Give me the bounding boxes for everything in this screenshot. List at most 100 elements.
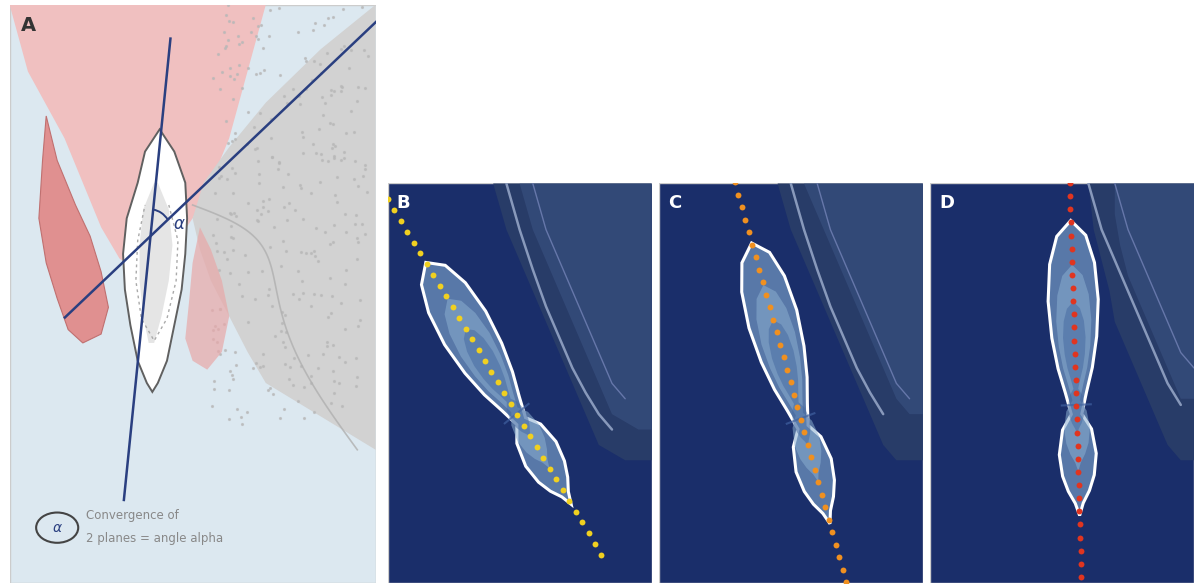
Point	[540, 464, 559, 473]
Point	[791, 415, 810, 425]
Point	[1072, 572, 1091, 582]
Polygon shape	[421, 262, 571, 505]
Text: $\alpha$: $\alpha$	[52, 520, 62, 534]
Point	[725, 178, 744, 187]
Text: 2 planes = angle alpha: 2 planes = angle alpha	[86, 532, 223, 545]
Point	[1064, 310, 1084, 319]
Point	[1062, 231, 1081, 240]
Point	[534, 453, 553, 463]
Polygon shape	[769, 320, 810, 446]
Point	[1072, 546, 1091, 556]
Point	[1068, 454, 1087, 463]
Point	[586, 539, 605, 549]
Point	[527, 442, 546, 452]
Point	[1064, 323, 1084, 332]
Point	[1066, 362, 1085, 372]
Point	[827, 540, 846, 550]
Point	[553, 486, 572, 495]
Point	[430, 281, 449, 290]
Polygon shape	[124, 129, 187, 392]
Point	[746, 253, 766, 262]
Point	[816, 503, 835, 512]
Point	[437, 292, 456, 301]
Polygon shape	[493, 183, 652, 460]
Point	[592, 550, 611, 559]
Point	[1068, 441, 1087, 450]
Point	[410, 249, 430, 258]
Text: $\alpha$: $\alpha$	[173, 215, 186, 233]
Point	[1069, 493, 1088, 503]
Polygon shape	[139, 183, 173, 343]
Point	[760, 303, 779, 312]
Point	[1062, 244, 1081, 253]
Polygon shape	[778, 183, 923, 460]
Point	[1069, 480, 1088, 490]
Point	[521, 432, 540, 441]
Point	[756, 290, 775, 299]
Point	[1061, 218, 1080, 227]
Point	[1072, 559, 1091, 569]
Point	[559, 496, 578, 506]
Point	[546, 475, 565, 484]
Point	[1061, 205, 1080, 214]
Point	[820, 515, 839, 524]
Text: B: B	[397, 194, 410, 212]
Polygon shape	[464, 329, 532, 438]
Point	[1067, 402, 1086, 411]
Polygon shape	[444, 299, 550, 468]
Point	[798, 440, 817, 449]
Point	[812, 490, 832, 499]
Point	[833, 565, 852, 574]
Text: C: C	[668, 194, 682, 212]
Point	[462, 335, 481, 344]
Point	[763, 315, 782, 325]
Point	[515, 421, 534, 430]
Point	[732, 203, 751, 212]
Point	[566, 507, 586, 516]
Point	[794, 427, 814, 437]
Point	[1070, 507, 1090, 516]
Point	[378, 195, 397, 204]
Point	[770, 340, 790, 349]
Point	[456, 324, 475, 333]
Point	[1066, 375, 1085, 385]
Polygon shape	[756, 285, 821, 482]
Point	[1060, 152, 1079, 162]
Point	[809, 477, 828, 487]
Point	[750, 265, 769, 275]
Text: Convergence of: Convergence of	[86, 509, 179, 522]
Polygon shape	[804, 183, 923, 414]
Point	[488, 377, 508, 387]
Point	[482, 367, 502, 376]
Point	[397, 227, 416, 236]
Polygon shape	[1048, 220, 1098, 516]
Point	[475, 356, 494, 366]
Point	[578, 529, 598, 538]
Point	[424, 270, 443, 279]
Point	[1063, 270, 1082, 280]
Point	[754, 278, 773, 287]
Polygon shape	[185, 227, 229, 370]
Polygon shape	[1088, 183, 1194, 460]
Point	[1060, 178, 1079, 188]
Text: A: A	[20, 16, 36, 35]
Point	[1063, 296, 1082, 306]
Point	[1058, 139, 1078, 148]
Point	[1067, 389, 1086, 398]
Point	[450, 313, 469, 323]
Point	[785, 390, 804, 399]
Point	[502, 399, 521, 409]
Point	[721, 165, 740, 175]
Polygon shape	[1063, 302, 1086, 435]
Point	[1070, 533, 1090, 542]
Polygon shape	[520, 183, 652, 429]
Point	[743, 240, 762, 249]
Point	[469, 346, 488, 355]
Point	[1062, 257, 1081, 266]
Point	[829, 553, 848, 562]
Point	[802, 453, 821, 462]
Point	[805, 465, 824, 475]
Point	[823, 527, 842, 537]
Point	[736, 215, 755, 225]
Polygon shape	[38, 116, 108, 343]
